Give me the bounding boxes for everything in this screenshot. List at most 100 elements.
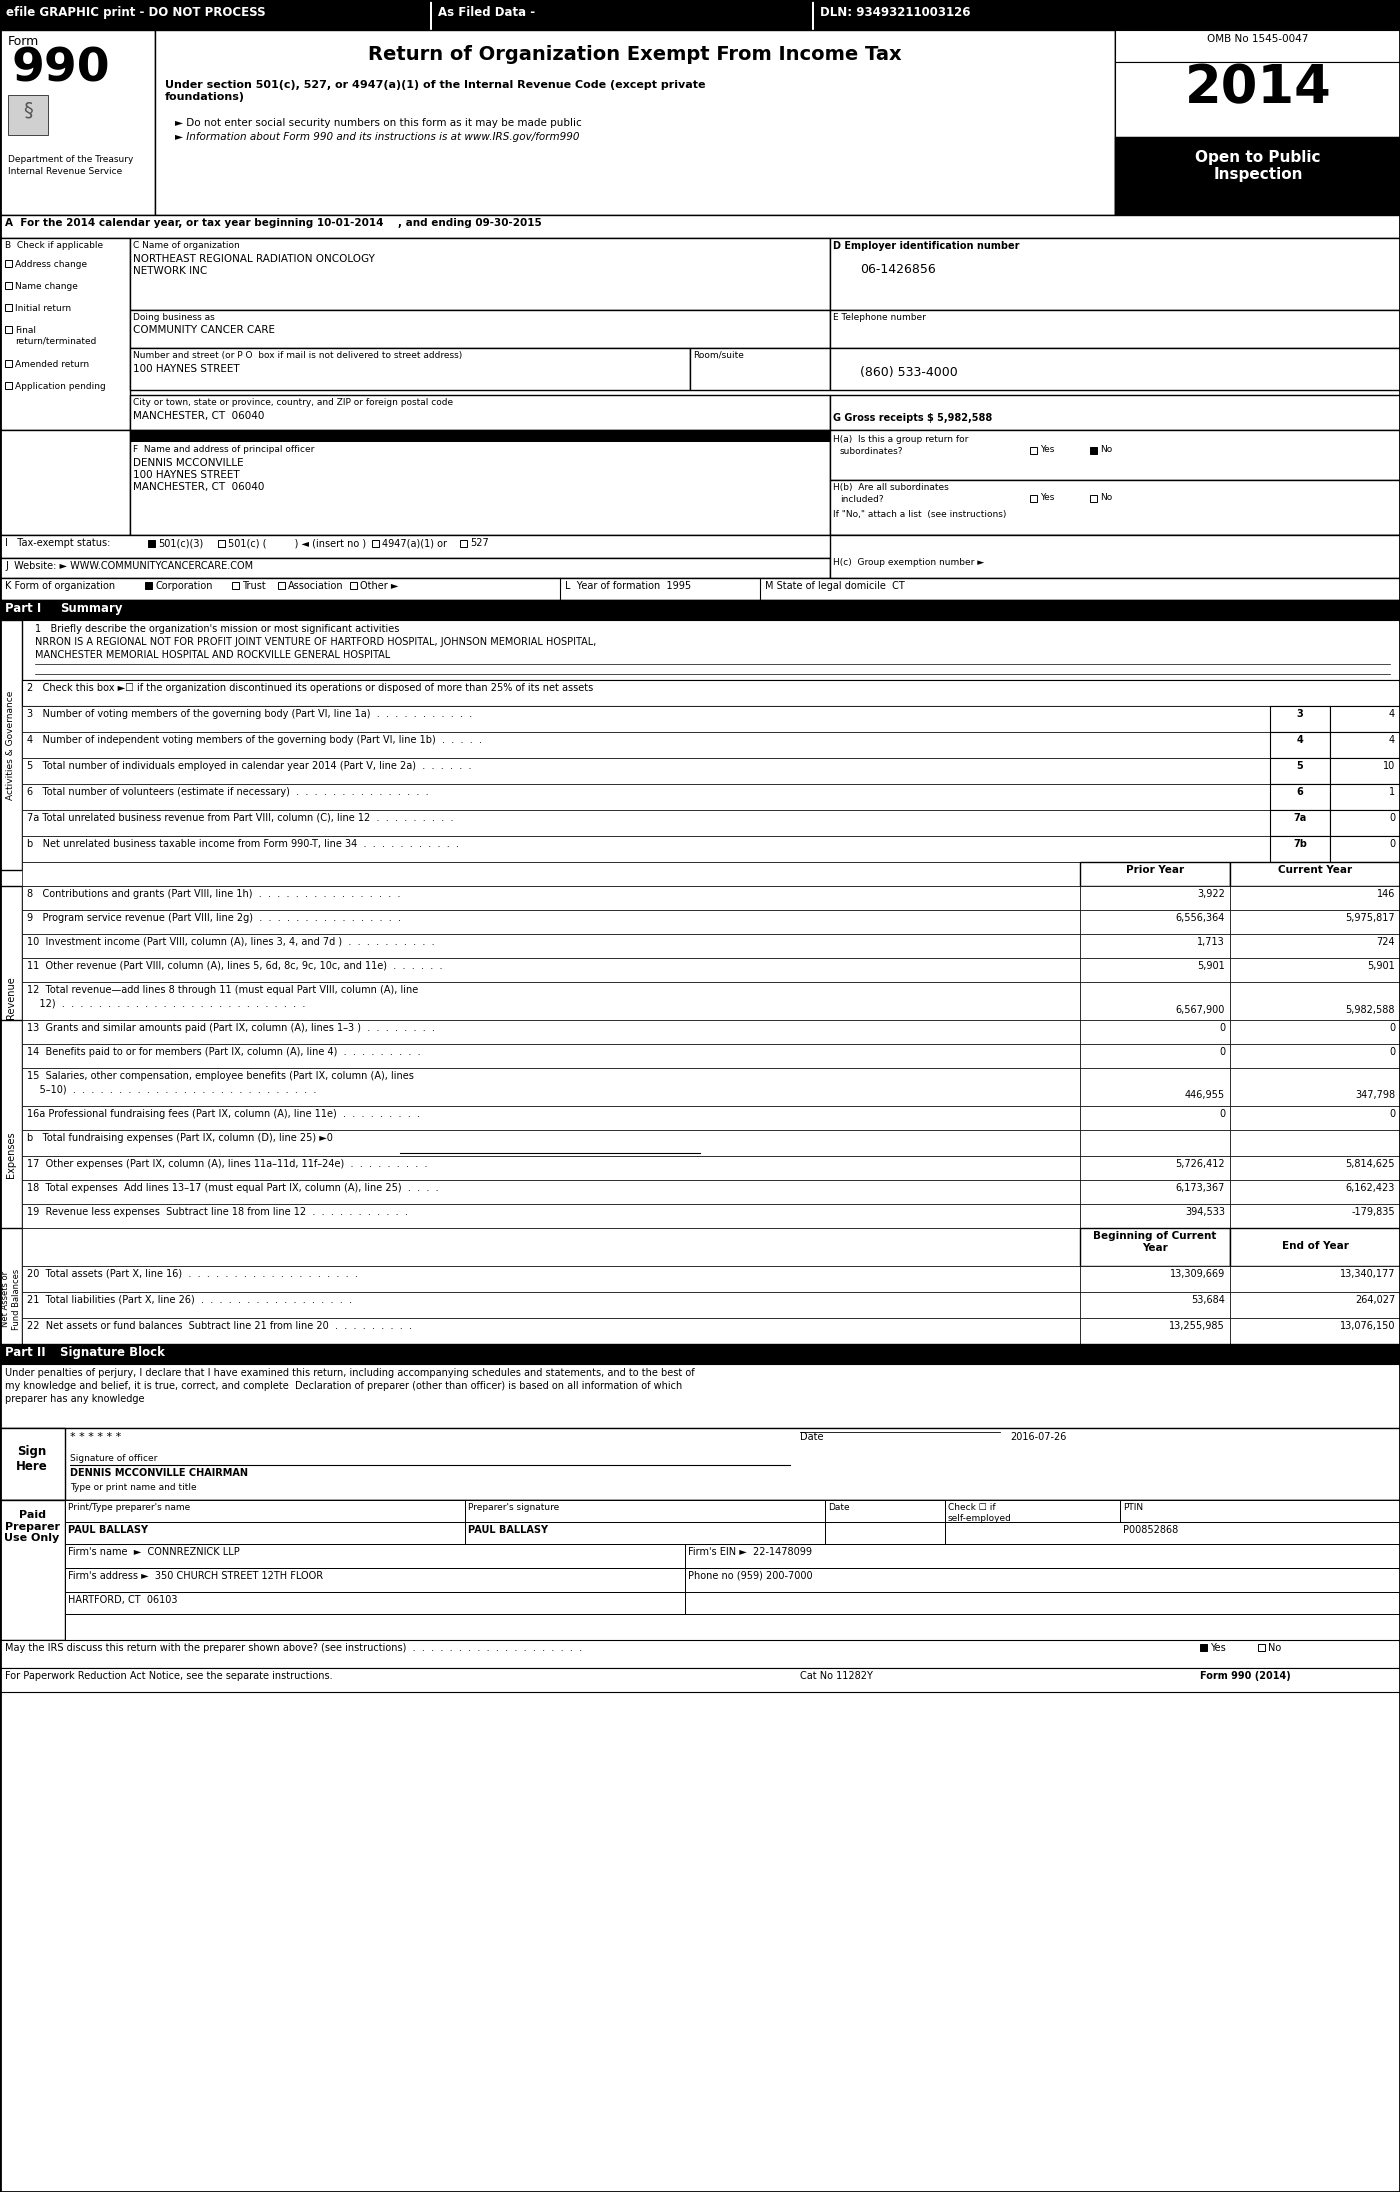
Text: Beginning of Current
Year: Beginning of Current Year <box>1093 1232 1217 1252</box>
Text: NRRON IS A REGIONAL NOT FOR PROFIT JOINT VENTURE OF HARTFORD HOSPITAL, JOHNSON M: NRRON IS A REGIONAL NOT FOR PROFIT JOINT… <box>35 638 596 647</box>
Text: 12)  .  .  .  .  .  .  .  .  .  .  .  .  .  .  .  .  .  .  .  .  .  .  .  .  .  : 12) . . . . . . . . . . . . . . . . . . … <box>27 997 305 1008</box>
Bar <box>22 785 1270 811</box>
Bar <box>22 1179 1079 1203</box>
Text: 394,533: 394,533 <box>1184 1208 1225 1217</box>
Bar <box>1079 1155 1231 1179</box>
Bar <box>1270 811 1330 835</box>
Text: 13,309,669: 13,309,669 <box>1170 1269 1225 1278</box>
Bar <box>0 579 1400 601</box>
Text: 7a Total unrelated business revenue from Part VIII, column (C), line 12  .  .  .: 7a Total unrelated business revenue from… <box>27 813 454 822</box>
Bar <box>1079 886 1231 910</box>
Bar <box>1231 1131 1400 1155</box>
Bar <box>1231 982 1400 1019</box>
Text: ► Do not enter social security numbers on this form as it may be made public: ► Do not enter social security numbers o… <box>175 118 582 127</box>
Text: included?: included? <box>840 495 883 504</box>
Text: Return of Organization Exempt From Income Tax: Return of Organization Exempt From Incom… <box>368 46 902 64</box>
Bar <box>1079 910 1231 934</box>
Text: H(a)  Is this a group return for: H(a) Is this a group return for <box>833 434 969 445</box>
Text: H(b)  Are all subordinates: H(b) Are all subordinates <box>833 482 949 491</box>
Bar <box>6 327 13 333</box>
Bar <box>232 583 239 590</box>
Bar <box>1270 732 1330 758</box>
Text: Date: Date <box>799 1431 823 1442</box>
Text: self-employed: self-employed <box>948 1515 1012 1523</box>
Bar <box>1330 785 1400 811</box>
Bar <box>830 309 1400 349</box>
Text: 0: 0 <box>1389 1024 1394 1032</box>
Text: DLN: 93493211003126: DLN: 93493211003126 <box>820 7 970 20</box>
Bar <box>0 239 130 430</box>
Bar <box>1079 1267 1231 1291</box>
Text: Yes: Yes <box>1210 1644 1226 1653</box>
Bar <box>22 835 1270 861</box>
Text: B  Check if applicable: B Check if applicable <box>6 241 104 250</box>
Text: Prior Year: Prior Year <box>1126 866 1184 875</box>
Text: Yes: Yes <box>1040 445 1054 454</box>
Text: For Paperwork Reduction Act Notice, see the separate instructions.: For Paperwork Reduction Act Notice, see … <box>6 1670 333 1681</box>
Bar <box>1231 1155 1400 1179</box>
Text: 3: 3 <box>1296 708 1303 719</box>
Bar <box>1270 785 1330 811</box>
Text: 20  Total assets (Part X, line 16)  .  .  .  .  .  .  .  .  .  .  .  .  .  .  . : 20 Total assets (Part X, line 16) . . . … <box>27 1269 358 1278</box>
Bar <box>8 94 48 136</box>
Text: Doing business as: Doing business as <box>133 313 214 322</box>
Bar <box>1114 31 1400 61</box>
Bar <box>1079 958 1231 982</box>
Bar <box>22 1203 1079 1228</box>
Text: 7b: 7b <box>1294 840 1308 848</box>
Text: DENNIS MCCONVILLE: DENNIS MCCONVILLE <box>133 458 244 469</box>
Bar <box>1120 1499 1400 1521</box>
Bar <box>0 1668 1400 1692</box>
Text: 3,922: 3,922 <box>1197 890 1225 899</box>
Text: End of Year: End of Year <box>1281 1241 1348 1252</box>
Text: Open to Public
Inspection: Open to Public Inspection <box>1196 149 1320 182</box>
Text: 12  Total revenue—add lines 8 through 11 (must equal Part VIII, column (A), line: 12 Total revenue—add lines 8 through 11 … <box>27 984 419 995</box>
Text: 264,027: 264,027 <box>1355 1295 1394 1304</box>
Bar <box>22 1317 1079 1344</box>
Bar <box>1231 1107 1400 1131</box>
Bar <box>830 535 1400 579</box>
Text: 0: 0 <box>1389 813 1394 822</box>
Bar <box>1231 1068 1400 1107</box>
Text: 501(c) (         ) ◄ (insert no ): 501(c) ( ) ◄ (insert no ) <box>228 537 367 548</box>
Text: A  For the 2014 calendar year, or tax year beginning 10-01-2014    , and ending : A For the 2014 calendar year, or tax yea… <box>6 217 542 228</box>
Text: 4947(a)(1) or: 4947(a)(1) or <box>382 537 447 548</box>
Bar <box>350 583 357 590</box>
Text: Revenue: Revenue <box>6 978 15 1019</box>
Text: efile GRAPHIC print - DO NOT PROCESS: efile GRAPHIC print - DO NOT PROCESS <box>6 7 266 20</box>
Text: Internal Revenue Service: Internal Revenue Service <box>8 167 122 175</box>
Text: Amended return: Amended return <box>15 359 90 368</box>
Text: Firm's address ►  350 CHURCH STREET 12TH FLOOR: Firm's address ► 350 CHURCH STREET 12TH … <box>69 1572 323 1580</box>
Text: (860) 533-4000: (860) 533-4000 <box>860 366 958 379</box>
Bar <box>22 958 1079 982</box>
Bar <box>825 1521 945 1543</box>
Text: 10  Investment income (Part VIII, column (A), lines 3, 4, and 7d )  .  .  .  .  : 10 Investment income (Part VIII, column … <box>27 936 434 947</box>
Text: 146: 146 <box>1376 890 1394 899</box>
Text: L  Year of formation  1995: L Year of formation 1995 <box>566 581 692 592</box>
Text: Other ►: Other ► <box>360 581 399 592</box>
Text: PAUL BALLASY: PAUL BALLASY <box>468 1526 547 1534</box>
Bar <box>0 1499 1400 1640</box>
Text: 6,173,367: 6,173,367 <box>1176 1184 1225 1192</box>
Text: Signature Block: Signature Block <box>60 1346 165 1359</box>
Text: 990: 990 <box>13 46 111 92</box>
Text: 1,713: 1,713 <box>1197 936 1225 947</box>
Text: 8   Contributions and grants (Part VIII, line 1h)  .  .  .  .  .  .  .  .  .  . : 8 Contributions and grants (Part VIII, l… <box>27 890 400 899</box>
Bar <box>433 0 812 31</box>
Text: Under section 501(c), 527, or 4947(a)(1) of the Internal Revenue Code (except pr: Under section 501(c), 527, or 4947(a)(1)… <box>165 79 706 101</box>
Text: 1   Briefly describe the organization's mission or most significant activities: 1 Briefly describe the organization's mi… <box>35 625 399 633</box>
Text: No: No <box>1268 1644 1281 1653</box>
Bar <box>22 1107 1079 1131</box>
Bar <box>830 395 1400 430</box>
Text: 11  Other revenue (Part VIII, column (A), lines 5, 6d, 8c, 9c, 10c, and 11e)  . : 11 Other revenue (Part VIII, column (A),… <box>27 960 442 971</box>
Text: If "No," attach a list  (see instructions): If "No," attach a list (see instructions… <box>833 511 1007 520</box>
Bar <box>1079 1131 1231 1155</box>
Bar <box>1079 934 1231 958</box>
Text: Preparer's signature: Preparer's signature <box>468 1504 559 1512</box>
Bar <box>1330 732 1400 758</box>
Text: 4: 4 <box>1389 708 1394 719</box>
Text: 0: 0 <box>1219 1109 1225 1118</box>
Bar <box>1231 934 1400 958</box>
Bar <box>130 309 830 349</box>
Text: E Telephone number: E Telephone number <box>833 313 925 322</box>
